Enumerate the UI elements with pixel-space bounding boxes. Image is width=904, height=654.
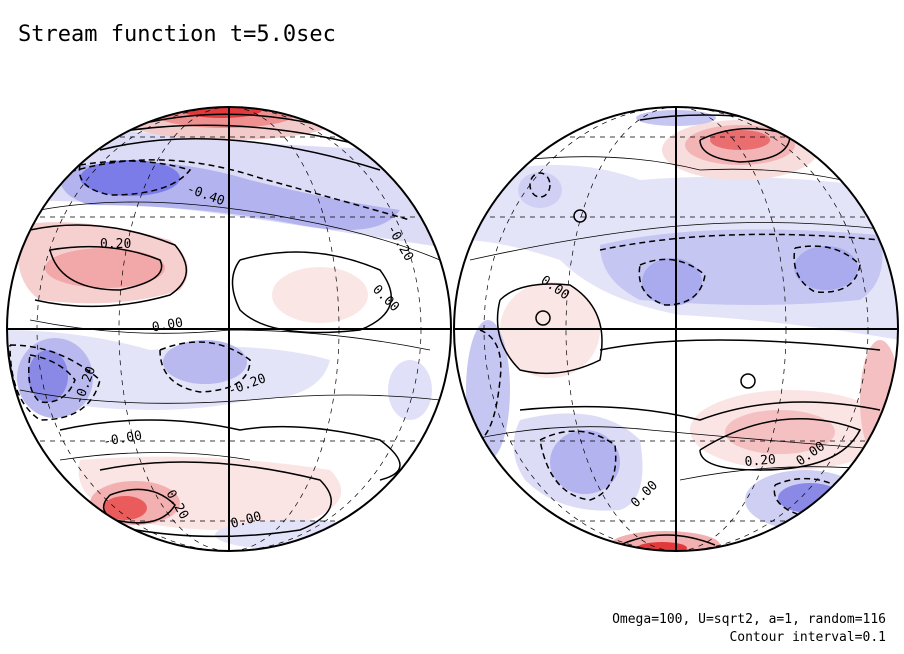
negative-core	[550, 430, 620, 494]
contour-label: -0.00	[102, 428, 143, 450]
contour-label: 0.20	[744, 452, 777, 470]
plot-title: Stream function t=5.0sec	[18, 22, 336, 47]
right-hemisphere	[454, 107, 898, 551]
contour-interval-note: Contour interval=0.1	[729, 630, 886, 645]
negative-region	[466, 320, 510, 460]
right-globe-outline	[453, 106, 899, 552]
positive-region	[725, 410, 835, 454]
negative-region	[518, 172, 562, 208]
positive-region	[272, 267, 368, 323]
negative-core	[642, 258, 702, 306]
negative-region	[388, 360, 432, 420]
parameters-note: Omega=100, U=sqrt2, a=1, random=116	[612, 612, 886, 627]
negative-region	[163, 340, 247, 384]
left-globe-outline	[6, 106, 452, 552]
contour-label: -0.00	[143, 315, 184, 337]
negative-core	[794, 246, 858, 290]
positive-core	[45, 248, 165, 288]
contour-label: 0.20	[100, 237, 131, 252]
positive-core	[103, 496, 147, 520]
positive-core	[710, 130, 770, 150]
positive-core	[637, 542, 687, 551]
negative-core	[80, 160, 180, 196]
negative-core	[28, 350, 68, 402]
